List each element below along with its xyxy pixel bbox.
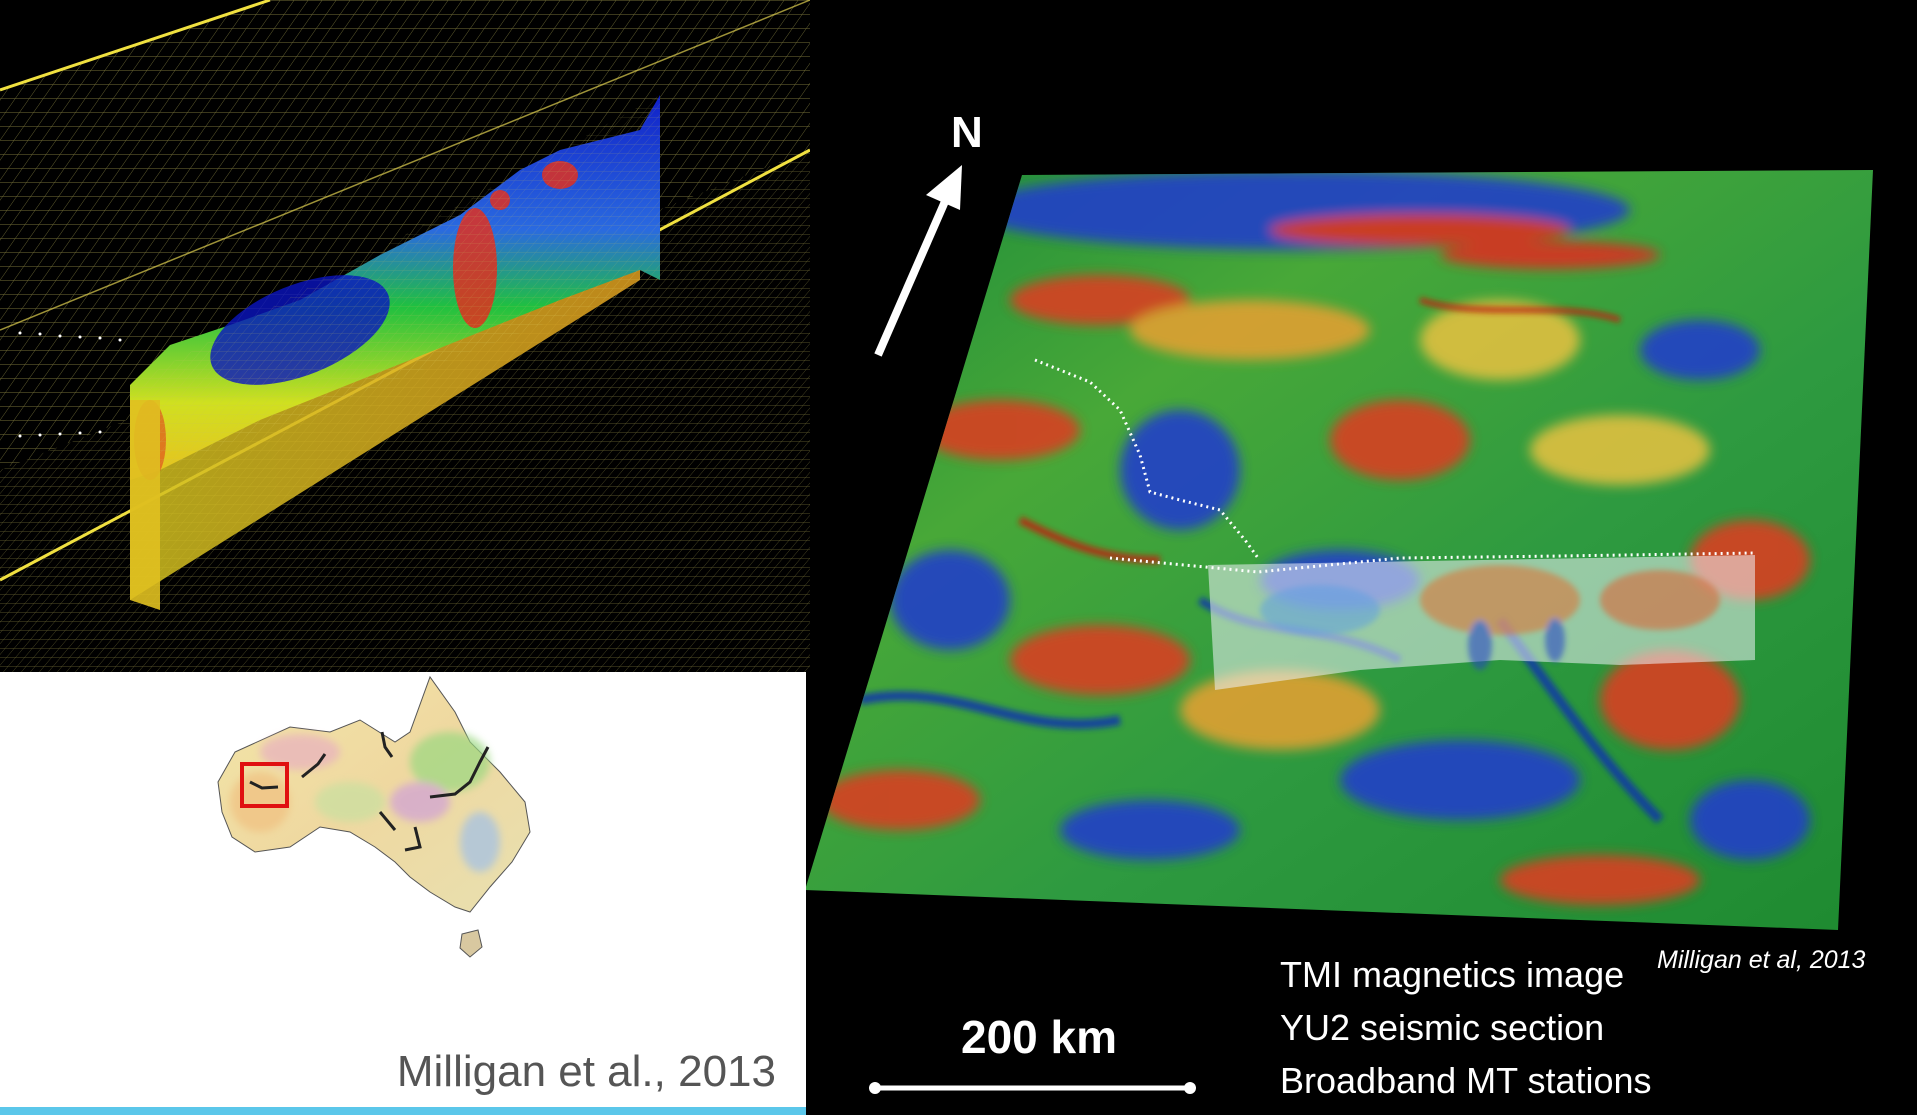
legend-item-mt-stations: Broadband MT stations bbox=[1280, 1060, 1652, 1101]
accent-bar bbox=[0, 1107, 806, 1115]
mt-station-dots bbox=[18, 331, 122, 438]
legend-item-tmi: TMI magnetics image bbox=[1280, 954, 1625, 995]
scale-bar-label: 200 km bbox=[961, 1011, 1118, 1063]
map-citation: Milligan et al, 2013 bbox=[1657, 946, 1866, 974]
scale-bar bbox=[869, 1082, 1196, 1094]
legend: TMI magnetics image YU2 seismic section … bbox=[1280, 948, 1652, 1107]
mt-3d-model-panel bbox=[0, 0, 810, 672]
tmi-map-graphic bbox=[805, 165, 1873, 1094]
inset-citation: Milligan et al., 2013 bbox=[396, 1047, 776, 1096]
north-arrow-icon bbox=[874, 165, 962, 357]
legend-item-seismic: YU2 seismic section bbox=[1280, 1007, 1605, 1048]
survey-lines bbox=[249, 731, 490, 852]
mt-model-graphic bbox=[0, 0, 810, 672]
australia-inset-panel: Milligan et al., 2013 bbox=[0, 672, 806, 1107]
tmi-magnetics-map-panel bbox=[800, 0, 1917, 1115]
study-area-box bbox=[240, 762, 289, 808]
australia-map bbox=[217, 675, 531, 958]
mt-station-traverse bbox=[1034, 358, 1756, 574]
north-label: N bbox=[951, 108, 983, 157]
